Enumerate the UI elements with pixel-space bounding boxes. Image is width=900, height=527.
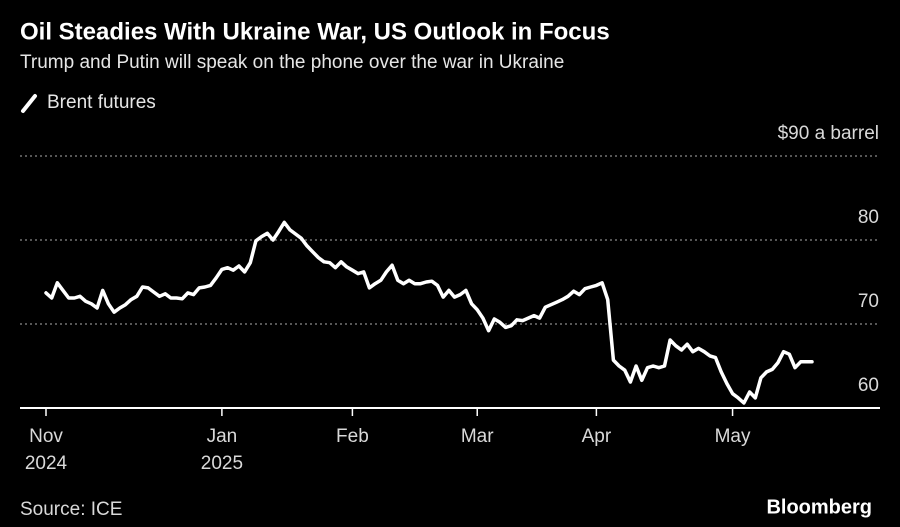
x-tick-label: Mar [461,426,494,447]
data-line [44,220,814,405]
x-tick-label: May [715,426,751,447]
x-tick-label: Apr [582,426,612,447]
source: Source: ICE [20,499,122,520]
x-year-label: 2024 [25,453,68,474]
x-tick-label: Jan [207,426,238,447]
y-tick-label: $90 a barrel [778,123,879,144]
x-tick-label: Nov [29,426,63,447]
y-tick-label: 80 [858,207,879,228]
x-year-label: 2025 [201,453,243,474]
legend-label: Brent futures [47,92,156,113]
legend-icon [21,94,37,113]
x-tick-label: Feb [336,426,369,447]
y-tick-label: 70 [858,291,879,312]
chart-title: Oil Steadies With Ukraine War, US Outloo… [20,18,610,45]
chart-subtitle: Trump and Putin will speak on the phone … [20,52,564,73]
y-tick-label: 60 [858,375,879,396]
brand: Bloomberg [766,496,872,518]
